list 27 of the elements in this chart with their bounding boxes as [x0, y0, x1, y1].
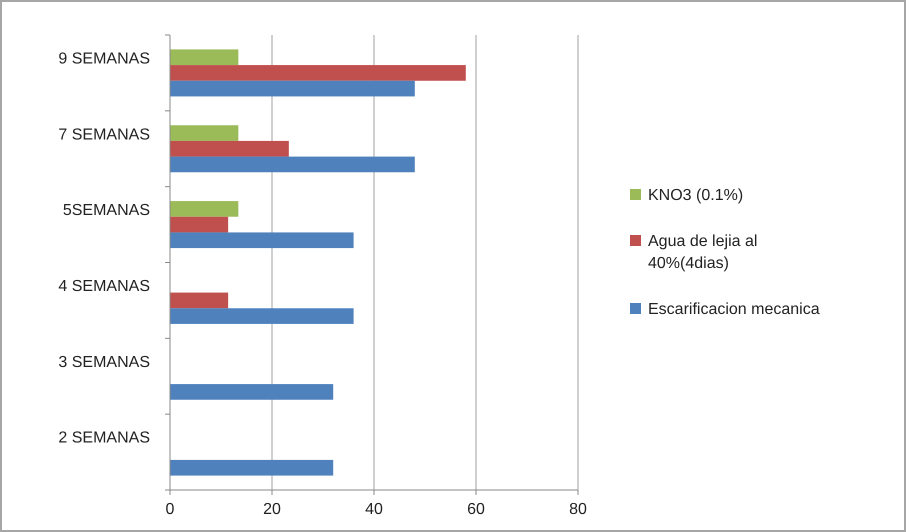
x-tick-label: 40 [365, 501, 383, 518]
y-tick-label: 7 SEMANAS [58, 126, 150, 144]
bar [170, 201, 238, 217]
bar [170, 125, 238, 141]
bar [170, 460, 334, 476]
bar [170, 140, 289, 157]
y-tick-label: 3 SEMANAS [58, 354, 150, 371]
bar [170, 156, 415, 172]
y-tick-label: 2 SEMANAS [58, 430, 150, 447]
x-tick-label: 0 [166, 501, 175, 518]
bar [170, 216, 228, 232]
bar [170, 65, 466, 81]
y-tick-label: 5SEMANAS [62, 202, 150, 220]
bar [170, 80, 415, 96]
x-tick-label: 20 [263, 501, 281, 518]
x-tick-label: 60 [467, 501, 485, 518]
y-tick-label: 9 SEMANAS [58, 50, 150, 68]
legend-label: Agua de lejia al 40%(4dias) [648, 233, 758, 272]
bar [170, 292, 228, 308]
bar [170, 308, 354, 324]
x-tick-label: 80 [569, 501, 587, 518]
y-tick-label: 4 SEMANAS [58, 278, 150, 296]
legend-label: KNO3 (0.1%) [648, 187, 744, 204]
legend-label: Escarificacion mecanica [648, 301, 820, 318]
bar [170, 232, 354, 248]
bar [170, 49, 238, 66]
bar [170, 384, 334, 400]
